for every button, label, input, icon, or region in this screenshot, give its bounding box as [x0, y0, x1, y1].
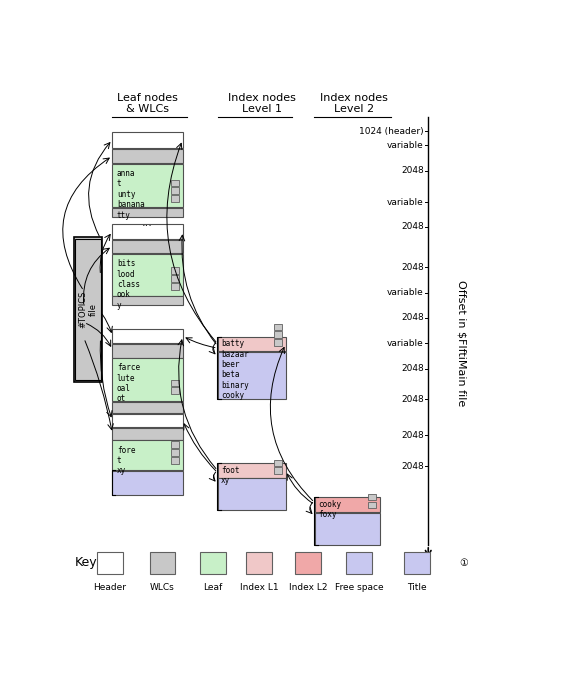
Text: ...: ... [142, 218, 153, 228]
Text: Offset in $FIftiMain file: Offset in $FIftiMain file [456, 280, 466, 407]
Bar [274, 339, 282, 346]
Bar [171, 388, 179, 394]
Bar [113, 240, 183, 254]
Bar [368, 502, 376, 509]
Text: Leaf: Leaf [203, 583, 222, 592]
Text: Index L1: Index L1 [239, 583, 278, 592]
Bar [346, 551, 372, 574]
Bar [171, 195, 179, 202]
Bar [274, 460, 282, 466]
Bar [113, 254, 183, 296]
Text: 2048: 2048 [401, 313, 424, 322]
Text: 2048: 2048 [401, 364, 424, 373]
Bar [218, 352, 286, 399]
Bar [97, 551, 122, 574]
Bar [171, 267, 179, 274]
Bar [113, 149, 183, 163]
Bar [171, 283, 179, 290]
Text: Title: Title [407, 583, 427, 592]
Bar [171, 188, 179, 194]
Bar [218, 337, 286, 352]
Bar [113, 328, 183, 343]
Text: variable: variable [387, 339, 424, 348]
Bar [274, 331, 282, 338]
Bar [218, 463, 286, 478]
Text: farce
lute
oal
ot: farce lute oal ot [117, 363, 140, 403]
Bar [113, 471, 183, 495]
Text: Index nodes
Level 1: Index nodes Level 1 [228, 92, 295, 114]
Bar [171, 449, 179, 456]
Text: Free space: Free space [335, 583, 383, 592]
Bar [368, 494, 376, 500]
Text: ①: ① [459, 558, 468, 568]
Bar [315, 513, 380, 545]
Bar [113, 440, 183, 470]
Text: variable: variable [387, 288, 424, 297]
Bar [113, 296, 183, 305]
Bar [113, 132, 183, 148]
Bar [113, 208, 183, 217]
Bar [315, 497, 380, 512]
Text: Header: Header [93, 583, 126, 592]
Text: WLCs: WLCs [150, 583, 175, 592]
Bar [404, 551, 430, 574]
Text: variable: variable [387, 197, 424, 207]
Bar [113, 224, 183, 239]
Text: foot
xy: foot xy [221, 466, 240, 486]
Text: Index nodes
Level 2: Index nodes Level 2 [320, 92, 388, 114]
Bar [295, 551, 321, 574]
Bar [113, 428, 183, 440]
Bar [113, 402, 183, 413]
Text: 2048: 2048 [401, 430, 424, 439]
Bar [218, 479, 286, 510]
Bar [200, 551, 226, 574]
Text: Leaf nodes
& WLCs: Leaf nodes & WLCs [117, 92, 178, 114]
Bar [149, 551, 175, 574]
Bar [171, 275, 179, 282]
Bar [113, 164, 183, 207]
Bar [171, 180, 179, 186]
Text: variable: variable [387, 141, 424, 150]
Bar [113, 358, 183, 401]
Text: 2048: 2048 [401, 263, 424, 272]
Text: batty
bazaar
beer
beta
binary
cooky: batty bazaar beer beta binary cooky [221, 339, 249, 401]
Bar [171, 457, 179, 464]
Text: fore
t
xy: fore t xy [117, 445, 135, 475]
Text: bits
lood
class
ook
y: bits lood class ook y [117, 259, 140, 309]
Text: cooky
foxy: cooky foxy [318, 500, 341, 520]
Bar [274, 467, 282, 475]
Bar [274, 324, 282, 330]
Bar [171, 441, 179, 448]
Text: 2048: 2048 [401, 395, 424, 404]
Bar [75, 239, 101, 380]
Text: #TOPICS
file: #TOPICS file [78, 290, 97, 328]
Text: 2048: 2048 [401, 462, 424, 471]
Text: Index L2: Index L2 [289, 583, 327, 592]
Text: 2048: 2048 [401, 222, 424, 231]
Text: anna
t
unty
banana
tty: anna t unty banana tty [117, 169, 144, 220]
Text: Key: Key [75, 556, 98, 569]
Text: 1024 (header): 1024 (header) [359, 127, 424, 136]
Text: 2048: 2048 [401, 166, 424, 175]
Bar [113, 413, 183, 427]
Bar [171, 379, 179, 386]
Bar [113, 344, 183, 358]
Bar [74, 237, 102, 381]
Bar [246, 551, 272, 574]
